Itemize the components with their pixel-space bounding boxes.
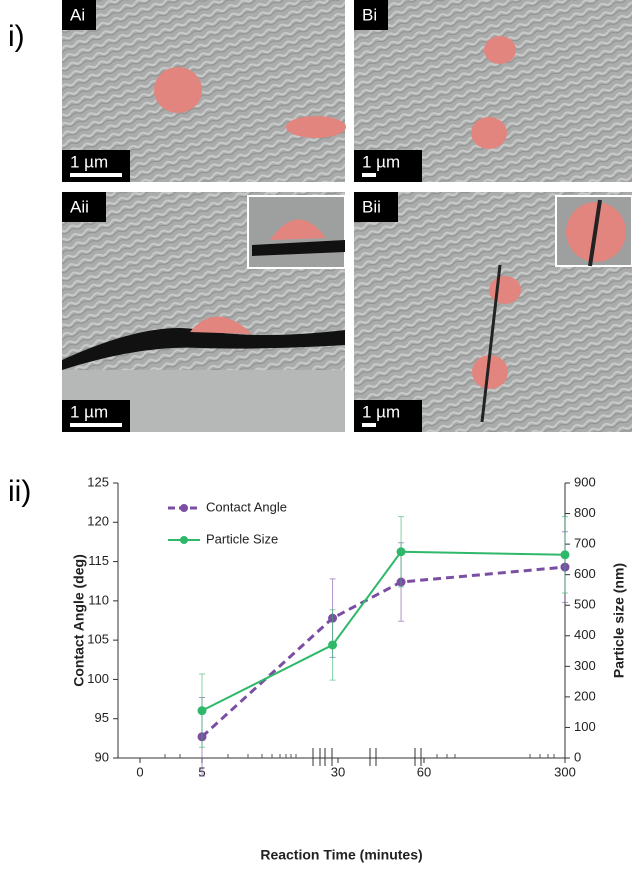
panel-label-box — [62, 192, 106, 222]
axis-break — [324, 748, 333, 766]
chart: 9095100105110115120125010020030040050060… — [71, 474, 627, 862]
y2-tick-label: 700 — [574, 536, 596, 551]
point — [328, 640, 338, 650]
y2-tick-label: 100 — [574, 719, 596, 734]
panel-label-box — [354, 192, 398, 222]
point — [197, 706, 207, 716]
scale-label: 1 µm — [362, 152, 400, 171]
axis-break — [369, 748, 377, 766]
y2-tick-label: 900 — [574, 474, 596, 489]
panel-label: Aii — [70, 197, 89, 216]
sem-panels — [62, 0, 632, 432]
fiber — [480, 264, 502, 423]
panel-label-box — [62, 0, 96, 30]
scale-label: 1 µm — [70, 402, 108, 421]
y2-axis-label: Particle size (nm) — [611, 563, 627, 678]
point — [560, 550, 570, 560]
x-axis-label: Reaction Time (minutes) — [260, 847, 422, 863]
x-tick-label: 300 — [554, 764, 576, 779]
part-label: i) — [8, 20, 25, 53]
legend-label: Contact Angle — [206, 499, 287, 514]
fiber — [588, 199, 602, 267]
y-tick-label: 115 — [88, 553, 109, 568]
x-tick-label: 0 — [136, 764, 143, 779]
panel-label-box — [354, 0, 388, 30]
y2-tick-label: 600 — [574, 566, 596, 581]
scale-label: 1 µm — [362, 402, 400, 421]
particle — [472, 355, 508, 389]
legend-label: Particle Size — [206, 531, 278, 546]
axis-break — [414, 748, 422, 766]
axis-break — [312, 748, 321, 766]
crack — [62, 328, 345, 370]
y-tick-label: 105 — [87, 632, 109, 647]
y-tick-label: 95 — [95, 710, 109, 725]
series-line — [201, 550, 566, 712]
particle — [270, 219, 326, 240]
particle — [484, 36, 516, 64]
particle — [489, 276, 521, 304]
x-tick-label: 30 — [331, 764, 345, 779]
y-axis-label: Contact Angle (deg) — [71, 554, 87, 686]
legend-marker — [180, 504, 188, 512]
y2-tick-label: 400 — [574, 627, 596, 642]
panel-label: Bi — [362, 5, 377, 24]
y2-tick-label: 800 — [574, 505, 596, 520]
particle — [286, 116, 346, 138]
particle — [471, 117, 507, 149]
particle — [190, 316, 252, 334]
legend-marker — [180, 536, 188, 544]
y-tick-label: 120 — [87, 514, 109, 529]
y-tick-label: 125 — [87, 474, 109, 489]
y-tick-label: 110 — [88, 592, 109, 607]
x-tick-label: 60 — [417, 764, 431, 779]
y-tick-label: 90 — [95, 749, 109, 764]
y2-tick-label: 0 — [574, 749, 581, 764]
y2-tick-label: 500 — [574, 597, 596, 612]
part-label: ii) — [8, 475, 31, 508]
particle — [154, 67, 202, 113]
y-tick-label: 100 — [87, 671, 109, 686]
y2-tick-label: 200 — [574, 688, 596, 703]
panel-label: Ai — [70, 5, 85, 24]
panel-label: Bii — [362, 197, 381, 216]
point — [396, 547, 406, 557]
crack — [252, 240, 345, 256]
scale-label: 1 µm — [70, 152, 108, 171]
y2-tick-label: 300 — [574, 658, 596, 673]
series-line — [200, 565, 566, 738]
